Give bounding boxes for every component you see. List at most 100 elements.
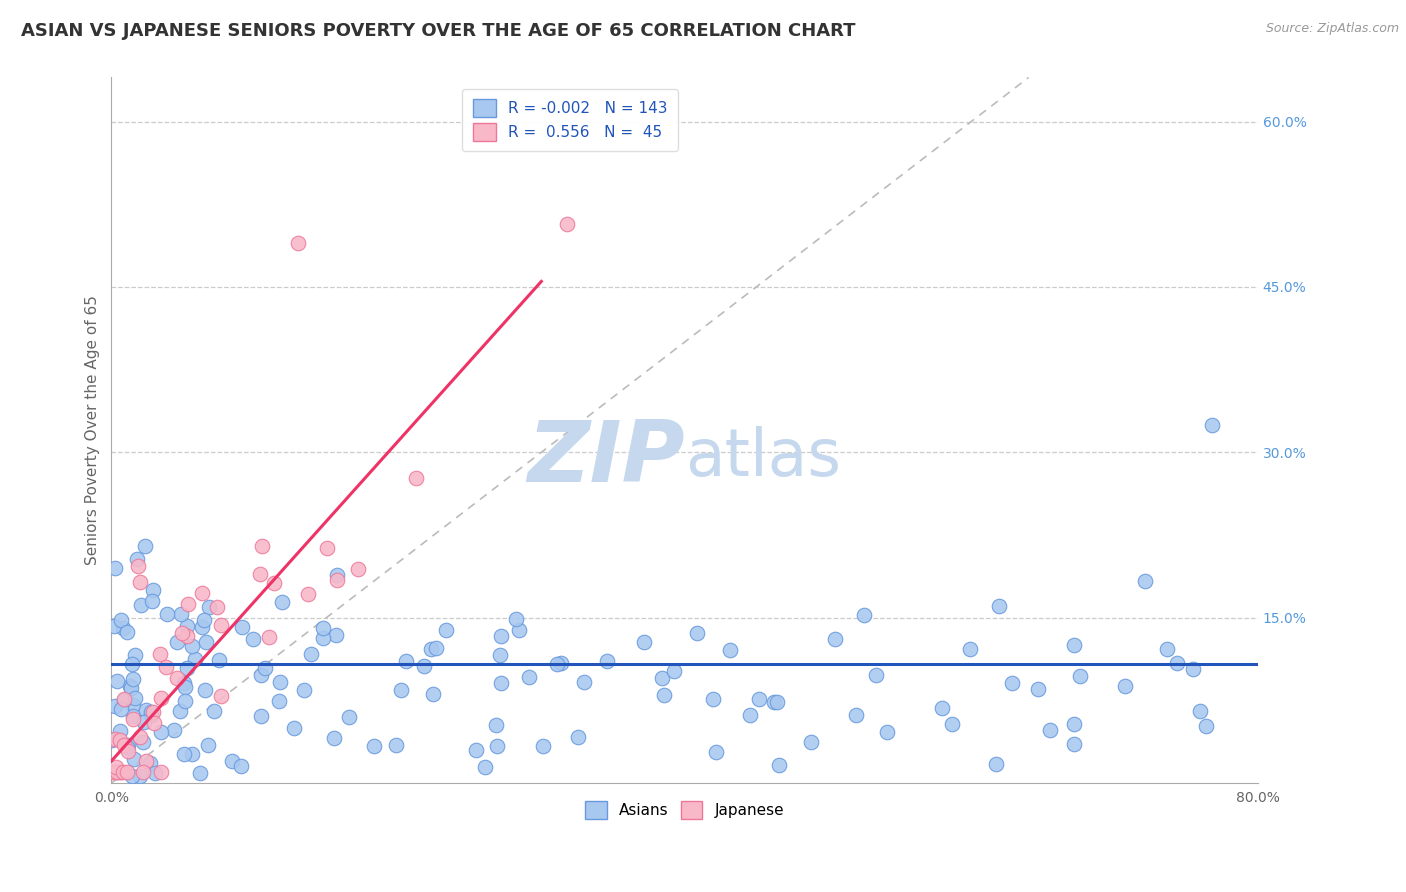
Point bbox=[190, 585, 212, 599]
Point bbox=[156, 607, 179, 622]
Point bbox=[425, 640, 447, 655]
Point bbox=[143, 765, 166, 780]
Point bbox=[111, 621, 134, 635]
Point bbox=[229, 759, 252, 773]
Point bbox=[299, 647, 322, 661]
Point bbox=[105, 673, 128, 688]
Point bbox=[208, 653, 231, 667]
Point bbox=[489, 648, 512, 663]
Point bbox=[685, 626, 707, 640]
Point bbox=[505, 612, 527, 626]
Point bbox=[254, 661, 277, 675]
Y-axis label: Seniors Poverty Over the Age of 65: Seniors Poverty Over the Age of 65 bbox=[86, 295, 100, 566]
Point bbox=[763, 695, 786, 709]
Point bbox=[395, 654, 418, 668]
Point bbox=[270, 595, 292, 609]
Text: Source: ZipAtlas.com: Source: ZipAtlas.com bbox=[1265, 22, 1399, 36]
Point bbox=[121, 657, 143, 671]
Point bbox=[117, 743, 139, 757]
Point bbox=[768, 758, 790, 772]
Point bbox=[531, 739, 554, 754]
Point bbox=[166, 635, 188, 649]
Point bbox=[389, 682, 412, 697]
Point bbox=[311, 621, 333, 635]
Point bbox=[221, 754, 243, 768]
Point bbox=[405, 470, 427, 484]
Point bbox=[209, 689, 232, 703]
Point bbox=[1135, 574, 1157, 589]
Point bbox=[363, 739, 385, 753]
Point bbox=[257, 631, 280, 645]
Point bbox=[127, 558, 149, 573]
Point bbox=[112, 692, 135, 706]
Point bbox=[489, 676, 512, 690]
Point bbox=[110, 613, 132, 627]
Point bbox=[323, 731, 346, 746]
Point bbox=[131, 764, 153, 779]
Point bbox=[142, 705, 165, 719]
Point bbox=[104, 759, 127, 773]
Point bbox=[176, 629, 198, 643]
Point bbox=[139, 708, 162, 723]
Point bbox=[269, 694, 291, 708]
Point bbox=[108, 732, 131, 747]
Point bbox=[1069, 669, 1091, 683]
Point bbox=[155, 660, 177, 674]
Point bbox=[121, 672, 143, 686]
Point bbox=[104, 731, 127, 746]
Point bbox=[738, 708, 761, 723]
Point bbox=[1063, 716, 1085, 731]
Point bbox=[209, 618, 232, 632]
Point bbox=[508, 623, 530, 637]
Point bbox=[174, 693, 197, 707]
Point bbox=[385, 739, 408, 753]
Point bbox=[198, 600, 221, 615]
Point bbox=[101, 764, 124, 779]
Point bbox=[112, 738, 135, 752]
Point bbox=[110, 702, 132, 716]
Point bbox=[1063, 638, 1085, 652]
Point bbox=[124, 648, 146, 662]
Point bbox=[134, 539, 156, 553]
Point bbox=[419, 642, 441, 657]
Point bbox=[633, 635, 655, 649]
Point bbox=[141, 594, 163, 608]
Point bbox=[108, 764, 131, 779]
Point bbox=[122, 698, 145, 712]
Point bbox=[184, 652, 207, 666]
Point bbox=[194, 635, 217, 649]
Point bbox=[702, 691, 724, 706]
Point bbox=[1182, 662, 1205, 676]
Point bbox=[765, 695, 787, 709]
Point bbox=[104, 764, 127, 779]
Legend: Asians, Japanese: Asians, Japanese bbox=[579, 795, 790, 825]
Point bbox=[176, 660, 198, 674]
Point bbox=[422, 687, 444, 701]
Point bbox=[941, 717, 963, 731]
Point bbox=[865, 668, 887, 682]
Point bbox=[931, 701, 953, 715]
Point bbox=[188, 766, 211, 780]
Point bbox=[283, 721, 305, 735]
Point bbox=[292, 683, 315, 698]
Point bbox=[297, 587, 319, 601]
Point bbox=[205, 599, 228, 614]
Point bbox=[984, 757, 1007, 772]
Point bbox=[231, 620, 253, 634]
Point bbox=[141, 706, 163, 720]
Point bbox=[115, 739, 138, 754]
Point bbox=[959, 642, 981, 657]
Point bbox=[250, 667, 273, 681]
Point bbox=[107, 764, 129, 779]
Point bbox=[263, 576, 285, 591]
Point bbox=[287, 235, 309, 250]
Point bbox=[104, 561, 127, 575]
Point bbox=[1166, 656, 1188, 670]
Point bbox=[129, 598, 152, 612]
Point bbox=[652, 689, 675, 703]
Point bbox=[1026, 682, 1049, 697]
Point bbox=[173, 680, 195, 694]
Point bbox=[1156, 642, 1178, 657]
Point bbox=[180, 747, 202, 762]
Point bbox=[120, 681, 142, 695]
